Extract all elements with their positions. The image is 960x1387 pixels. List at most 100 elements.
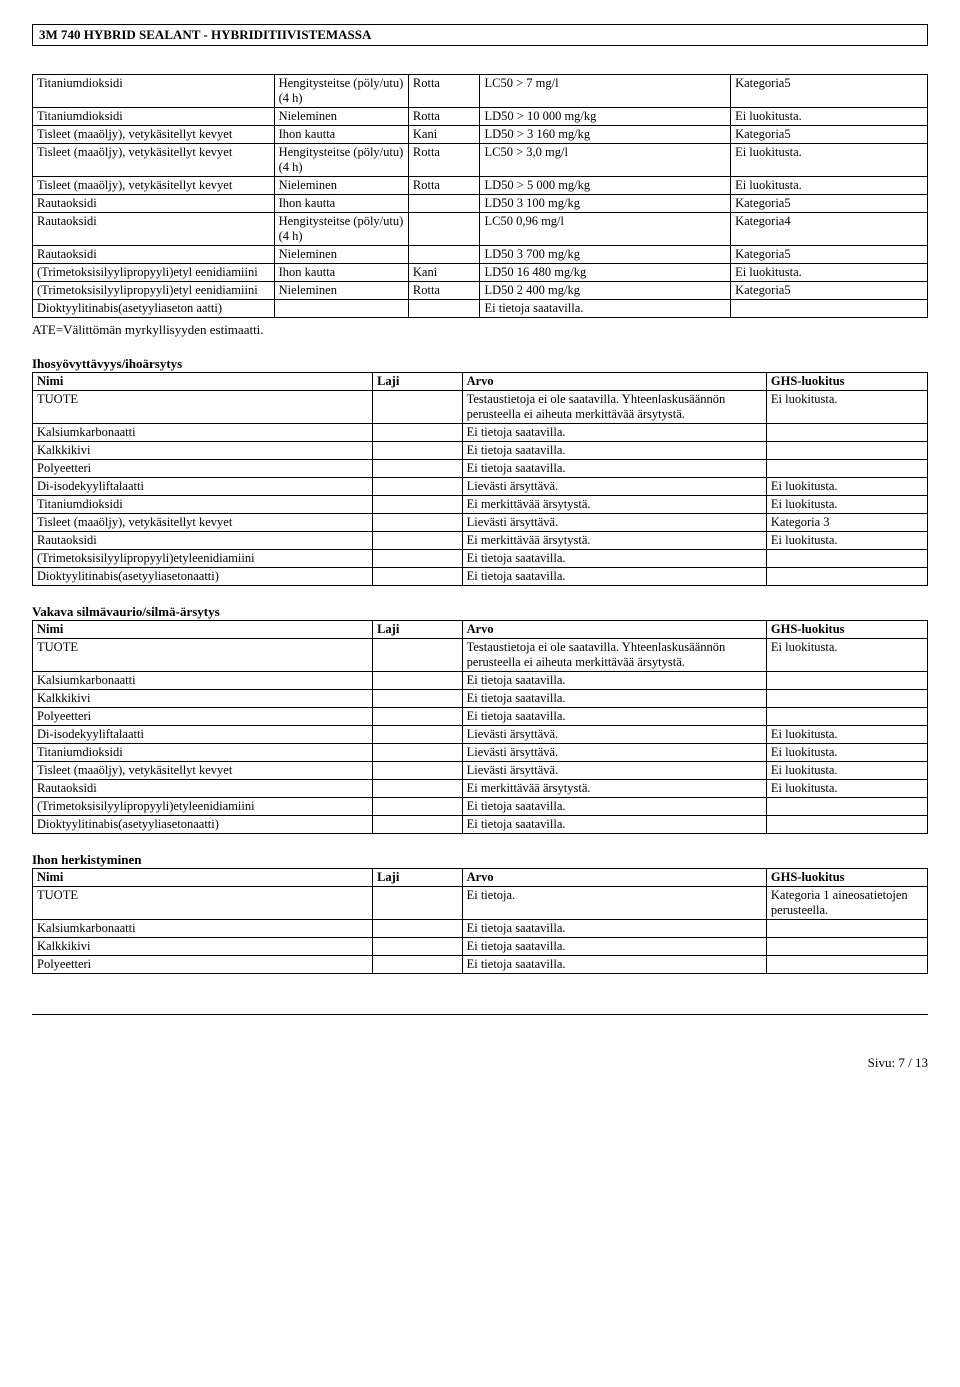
table-cell: Rotta bbox=[408, 177, 480, 195]
table-cell: Rautaoksidi bbox=[33, 213, 275, 246]
table-cell bbox=[766, 956, 927, 974]
table-cell: Polyeetteri bbox=[33, 460, 373, 478]
table-cell: Ei tietoja saatavilla. bbox=[462, 690, 766, 708]
table-cell: Laji bbox=[373, 869, 463, 887]
table-cell: Kategoria5 bbox=[731, 282, 928, 300]
table-cell: Di-isodekyyliftalaatti bbox=[33, 726, 373, 744]
table-cell: LC50 > 7 mg/l bbox=[480, 75, 731, 108]
table-cell: Lievästi ärsyttävä. bbox=[462, 478, 766, 496]
table-cell bbox=[373, 887, 463, 920]
table-cell bbox=[766, 442, 927, 460]
table-cell bbox=[373, 708, 463, 726]
table-cell bbox=[766, 798, 927, 816]
table-cell: Ei tietoja saatavilla. bbox=[462, 568, 766, 586]
table-cell: LD50 > 10 000 mg/kg bbox=[480, 108, 731, 126]
toxicity-table-1: TitaniumdioksidiHengitysteitse (pöly/utu… bbox=[32, 74, 928, 318]
table-cell: Nieleminen bbox=[274, 246, 408, 264]
table-cell: Polyeetteri bbox=[33, 708, 373, 726]
table-cell bbox=[373, 532, 463, 550]
table-cell: Ei tietoja saatavilla. bbox=[462, 460, 766, 478]
table-cell bbox=[408, 246, 480, 264]
table-cell: Kategoria 3 bbox=[766, 514, 927, 532]
table-cell: Ei tietoja saatavilla. bbox=[480, 300, 731, 318]
table-cell: Ei tietoja saatavilla. bbox=[462, 442, 766, 460]
table-cell: Kalsiumkarbonaatti bbox=[33, 920, 373, 938]
table-cell bbox=[373, 424, 463, 442]
table-cell bbox=[373, 780, 463, 798]
table-cell: Arvo bbox=[462, 373, 766, 391]
table-cell: Rotta bbox=[408, 108, 480, 126]
ate-footnote: ATE=Välittömän myrkyllisyyden estimaatti… bbox=[32, 322, 928, 338]
table-cell bbox=[373, 568, 463, 586]
table-cell: Rautaoksidi bbox=[33, 780, 373, 798]
table-cell: Ei merkittävää ärsytystä. bbox=[462, 780, 766, 798]
table-cell: Ei luokitusta. bbox=[766, 639, 927, 672]
table-cell: Kalkkikivi bbox=[33, 938, 373, 956]
table-cell: LD50 > 3 160 mg/kg bbox=[480, 126, 731, 144]
table-cell: Ei tietoja saatavilla. bbox=[462, 938, 766, 956]
table-cell: GHS-luokitus bbox=[766, 373, 927, 391]
table-cell: LC50 > 3,0 mg/l bbox=[480, 144, 731, 177]
table-cell: Lievästi ärsyttävä. bbox=[462, 514, 766, 532]
table-cell: Kategoria 1 aineosatietojen perusteella. bbox=[766, 887, 927, 920]
table-cell: Ei tietoja saatavilla. bbox=[462, 798, 766, 816]
table-cell bbox=[766, 550, 927, 568]
table-cell bbox=[373, 478, 463, 496]
table-cell: Rautaoksidi bbox=[33, 195, 275, 213]
table-cell: Ei luokitusta. bbox=[766, 780, 927, 798]
table-cell: GHS-luokitus bbox=[766, 621, 927, 639]
table-cell: Nieleminen bbox=[274, 108, 408, 126]
table-cell: Ei luokitusta. bbox=[766, 762, 927, 780]
table-cell: Hengitysteitse (pöly/utu) (4 h) bbox=[274, 75, 408, 108]
table-cell bbox=[373, 639, 463, 672]
table-cell: Ei merkittävää ärsytystä. bbox=[462, 496, 766, 514]
table-cell: LD50 3 100 mg/kg bbox=[480, 195, 731, 213]
table-cell: Nieleminen bbox=[274, 282, 408, 300]
table-cell: Hengitysteitse (pöly/utu) (4 h) bbox=[274, 144, 408, 177]
section-header-skin-irritation: Ihosyövyttävyys/ihoärsytys bbox=[32, 356, 928, 372]
table-cell: Titaniumdioksidi bbox=[33, 496, 373, 514]
table-cell: Ei luokitusta. bbox=[731, 177, 928, 195]
table-cell bbox=[274, 300, 408, 318]
table-cell: Rotta bbox=[408, 75, 480, 108]
table-cell: Testaustietoja ei ole saatavilla. Yhteen… bbox=[462, 391, 766, 424]
table-cell bbox=[408, 213, 480, 246]
table-cell: Ei luokitusta. bbox=[766, 726, 927, 744]
table-cell bbox=[766, 938, 927, 956]
table-cell: Ihon kautta bbox=[274, 195, 408, 213]
table-cell bbox=[373, 762, 463, 780]
table-cell: Ei luokitusta. bbox=[766, 744, 927, 762]
table-cell: Ei tietoja saatavilla. bbox=[462, 708, 766, 726]
table-cell: Ei luokitusta. bbox=[766, 478, 927, 496]
table-skin-irritation: NimiLajiArvoGHS-luokitusTUOTETestaustiet… bbox=[32, 372, 928, 586]
table-cell: Lievästi ärsyttävä. bbox=[462, 726, 766, 744]
table-cell: Rautaoksidi bbox=[33, 246, 275, 264]
table-cell: Ei tietoja saatavilla. bbox=[462, 816, 766, 834]
table-cell: Dioktyylitinabis(asetyyliasetonaatti) bbox=[33, 568, 373, 586]
table-cell bbox=[373, 391, 463, 424]
table-cell bbox=[373, 550, 463, 568]
table-cell: Kategoria5 bbox=[731, 126, 928, 144]
table-cell: Testaustietoja ei ole saatavilla. Yhteen… bbox=[462, 639, 766, 672]
table-cell: LC50 0,96 mg/l bbox=[480, 213, 731, 246]
table-cell: (Trimetoksisilyylipropyyli)etyleenidiami… bbox=[33, 550, 373, 568]
document-title: 3M 740 HYBRID SEALANT - HYBRIDITIIVISTEM… bbox=[32, 24, 928, 46]
table-cell: Kategoria5 bbox=[731, 75, 928, 108]
table-cell bbox=[766, 690, 927, 708]
table-cell: Laji bbox=[373, 621, 463, 639]
table-cell: Nimi bbox=[33, 869, 373, 887]
table-cell: Titaniumdioksidi bbox=[33, 744, 373, 762]
table-cell bbox=[766, 568, 927, 586]
table-cell: Kalkkikivi bbox=[33, 690, 373, 708]
table-cell: LD50 16 480 mg/kg bbox=[480, 264, 731, 282]
table-cell: Kani bbox=[408, 264, 480, 282]
table-cell bbox=[373, 956, 463, 974]
table-cell: Rotta bbox=[408, 144, 480, 177]
table-cell: Ei tietoja. bbox=[462, 887, 766, 920]
table-cell: Hengitysteitse (pöly/utu) (4 h) bbox=[274, 213, 408, 246]
table-cell: Kalkkikivi bbox=[33, 442, 373, 460]
table-cell: Tisleet (maaöljy), vetykäsitellyt kevyet bbox=[33, 514, 373, 532]
table-cell: (Trimetoksisilyylipropyyli)etyl eenidiam… bbox=[33, 282, 275, 300]
table-cell: Lievästi ärsyttävä. bbox=[462, 744, 766, 762]
table-eye-damage: NimiLajiArvoGHS-luokitusTUOTETestaustiet… bbox=[32, 620, 928, 834]
